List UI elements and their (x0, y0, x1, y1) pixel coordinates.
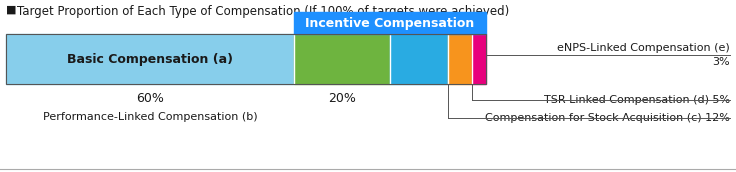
Bar (6, 34, 486, 84)
Text: Target Proportion of Each Type of Compensation (If 100% of targets were achieved: Target Proportion of Each Type of Compen… (17, 5, 509, 18)
Text: 3%: 3% (712, 57, 730, 67)
Text: TSR-Linked Compensation (d) 5%: TSR-Linked Compensation (d) 5% (544, 95, 730, 105)
Text: ■: ■ (6, 5, 16, 15)
Bar (6, 34, 294, 84)
Bar (294, 34, 390, 84)
Text: 60%: 60% (136, 92, 164, 105)
Text: Incentive Compensation: Incentive Compensation (305, 17, 475, 30)
Bar (447, 34, 472, 84)
Bar (472, 34, 486, 84)
Bar (390, 34, 447, 84)
Text: Performance-Linked Compensation (b): Performance-Linked Compensation (b) (43, 112, 258, 122)
Text: Compensation for Stock Acquisition (c) 12%: Compensation for Stock Acquisition (c) 1… (485, 113, 730, 123)
Text: 20%: 20% (328, 92, 356, 105)
Text: eNPS-Linked Compensation (e): eNPS-Linked Compensation (e) (557, 43, 730, 53)
Text: Basic Compensation (a): Basic Compensation (a) (67, 52, 233, 66)
Bar (294, 12, 486, 34)
